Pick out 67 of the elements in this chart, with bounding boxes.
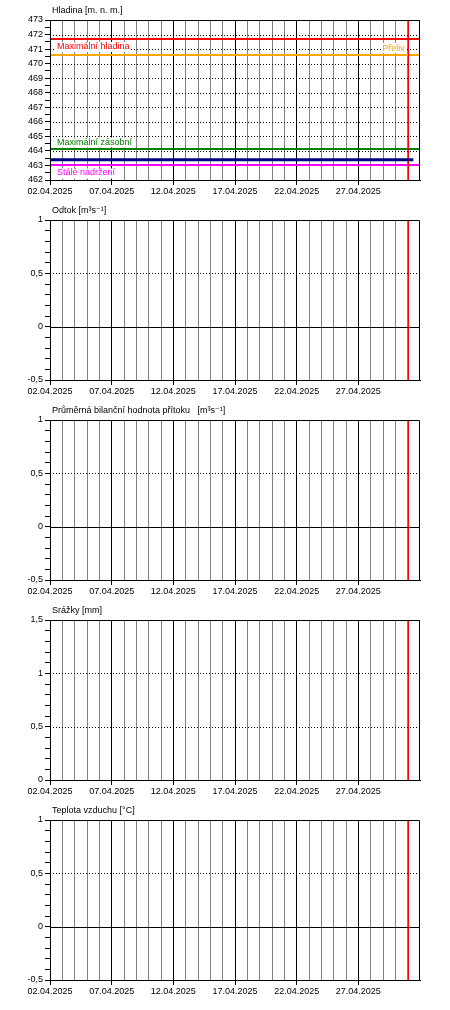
y-tick-label: 0: [37, 921, 43, 932]
x-tick-label: 07.04.2025: [89, 785, 135, 796]
y-tick-label: 1,5: [30, 614, 43, 625]
x-tick-label: 22.04.2025: [274, 385, 320, 396]
y-tick-label: 471: [27, 43, 43, 54]
y-tick-label: 0,5: [30, 467, 43, 478]
y-tick-label: 469: [27, 72, 43, 83]
y-tick-label: 467: [27, 101, 43, 112]
x-tick-label: 27.04.2025: [335, 985, 381, 996]
y-tick-label: 470: [27, 58, 43, 69]
y-tick-label: -0,5: [27, 974, 43, 985]
y-tick-label: 0: [37, 321, 43, 332]
ref-line-label: Maximální hladina: [57, 40, 130, 51]
x-tick-label: 12.04.2025: [150, 385, 196, 396]
x-tick-label: 07.04.2025: [89, 385, 135, 396]
x-tick-label: 12.04.2025: [150, 785, 196, 796]
y-tick-label: -0,5: [27, 374, 43, 385]
x-tick-label: 17.04.2025: [212, 385, 258, 396]
x-tick-label: 12.04.2025: [150, 185, 196, 196]
chart-title: Hladina [m. n. m.]: [52, 5, 123, 16]
y-tick-label: 0,5: [30, 267, 43, 278]
chart-title: Odtok [m³s⁻¹]: [52, 205, 107, 216]
y-tick-label: 473: [27, 14, 43, 25]
x-tick-label: 22.04.2025: [274, 185, 320, 196]
y-tick-label: 466: [27, 116, 43, 127]
y-tick-label: 0,5: [30, 867, 43, 878]
chart-title: Teplota vzduchu [°C]: [52, 805, 135, 816]
y-tick-label: 472: [27, 29, 43, 40]
y-tick-label: 1: [37, 667, 43, 678]
x-tick-label: 07.04.2025: [89, 585, 135, 596]
x-tick-label: 17.04.2025: [212, 185, 258, 196]
x-tick-label: 07.04.2025: [89, 185, 135, 196]
y-tick-label: 465: [27, 130, 43, 141]
x-tick-label: 02.04.2025: [27, 785, 73, 796]
x-tick-label: 22.04.2025: [274, 585, 320, 596]
chart-title: Srážky [mm]: [52, 605, 103, 616]
y-tick-label: 464: [27, 145, 43, 156]
y-tick-label: 1: [37, 814, 43, 825]
x-tick-label: 02.04.2025: [27, 185, 73, 196]
y-tick-label: 463: [27, 159, 43, 170]
x-tick-label: 22.04.2025: [274, 985, 320, 996]
y-tick-label: 462: [27, 174, 43, 185]
x-tick-label: 12.04.2025: [150, 585, 196, 596]
x-tick-label: 02.04.2025: [27, 985, 73, 996]
x-tick-label: 17.04.2025: [212, 985, 258, 996]
ref-line-label: Stálé nadržení: [57, 167, 116, 178]
x-tick-label: 22.04.2025: [274, 785, 320, 796]
ref-line-label: Maximální zásobní: [57, 137, 133, 148]
x-tick-label: 12.04.2025: [150, 985, 196, 996]
y-tick-label: 468: [27, 87, 43, 98]
y-tick-label: 1: [37, 214, 43, 225]
ref-line-label: Přeliv: [382, 42, 406, 53]
x-tick-label: 27.04.2025: [335, 585, 381, 596]
x-tick-label: 17.04.2025: [212, 785, 258, 796]
y-tick-label: -0,5: [27, 574, 43, 585]
y-tick-label: 0,5: [30, 721, 43, 732]
x-tick-label: 17.04.2025: [212, 585, 258, 596]
x-tick-label: 27.04.2025: [335, 785, 381, 796]
y-tick-label: 1: [37, 414, 43, 425]
x-tick-label: 27.04.2025: [335, 385, 381, 396]
chart-title: Průměrná bilanční hodnota přítoku [m³s⁻¹]: [52, 405, 226, 416]
y-tick-label: 0: [37, 521, 43, 532]
y-tick-label: 0: [37, 774, 43, 785]
x-tick-label: 02.04.2025: [27, 385, 73, 396]
x-tick-label: 27.04.2025: [335, 185, 381, 196]
x-tick-label: 07.04.2025: [89, 985, 135, 996]
x-tick-label: 02.04.2025: [27, 585, 73, 596]
